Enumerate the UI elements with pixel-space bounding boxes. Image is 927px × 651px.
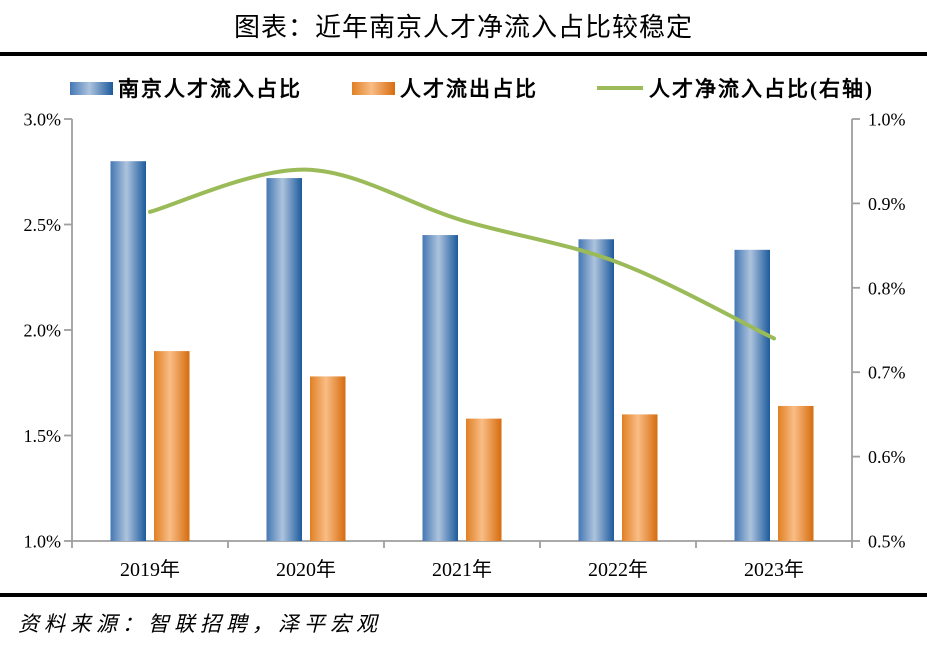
right-axis-tick-label: 0.5% (868, 532, 906, 552)
chart-svg: 3.0% 2.5% 2.0% 1.5% 1.0% 1.0% 0.9% 0.8% 0.7% 0.6%… (24, 110, 906, 582)
x-axis-category-label: 2019年 (120, 558, 180, 581)
right-axis-tick-label: 0.7% (868, 363, 906, 383)
right-axis-tick-label: 1.0% (868, 110, 906, 130)
inflow-bar (110, 161, 146, 541)
left-axis-tick-label: 1.0% (24, 532, 62, 552)
legend-item-outflow: 人才流出占比 (352, 74, 538, 102)
legend-label-inflow: 南京人才流入占比 (118, 77, 302, 101)
legend-label-outflow: 人才流出占比 (400, 77, 538, 101)
x-axis-category-label: 2021年 (432, 558, 492, 581)
legend-item-inflow: 南京人才流入占比 (70, 74, 302, 102)
inflow-bar (266, 178, 302, 541)
left-axis-tick-label: 2.5% (24, 215, 62, 235)
source-note: 资料来源：智联招聘，泽平宏观 (18, 612, 382, 636)
green-line-swatch-icon (597, 86, 643, 90)
outflow-bar (622, 414, 658, 541)
legend-label-net-inflow: 人才净流入占比(右轴) (649, 77, 874, 101)
outflow-bar (310, 376, 346, 541)
inflow-bar (422, 235, 458, 542)
x-axis-category-label: 2022年 (588, 558, 648, 581)
inflow-bar (734, 249, 770, 541)
right-axis-tick-label: 0.6% (868, 447, 906, 467)
top-divider (0, 52, 927, 56)
right-axis-tick-label: 0.9% (868, 194, 906, 214)
outflow-bar (154, 351, 190, 541)
chart-title: 图表：近年南京人才净流入占比较稳定 (233, 13, 693, 42)
blue-bar-swatch-icon (70, 81, 113, 95)
outflow-bar (778, 405, 814, 541)
inflow-bar (578, 239, 614, 541)
bottom-divider (0, 593, 927, 597)
x-axis-category-label: 2020年 (276, 558, 336, 581)
left-axis-tick-label: 1.5% (24, 426, 62, 446)
legend-item-net-inflow: 人才净流入占比(右轴) (597, 74, 874, 102)
right-axis-tick-label: 0.8% (868, 278, 906, 298)
outflow-bar (466, 418, 502, 541)
x-axis-category-label: 2023年 (744, 558, 804, 581)
left-axis-tick-label: 2.0% (24, 321, 62, 341)
left-axis-tick-label: 3.0% (24, 110, 62, 130)
net-inflow-line (148, 167, 776, 341)
orange-bar-swatch-icon (352, 81, 395, 95)
